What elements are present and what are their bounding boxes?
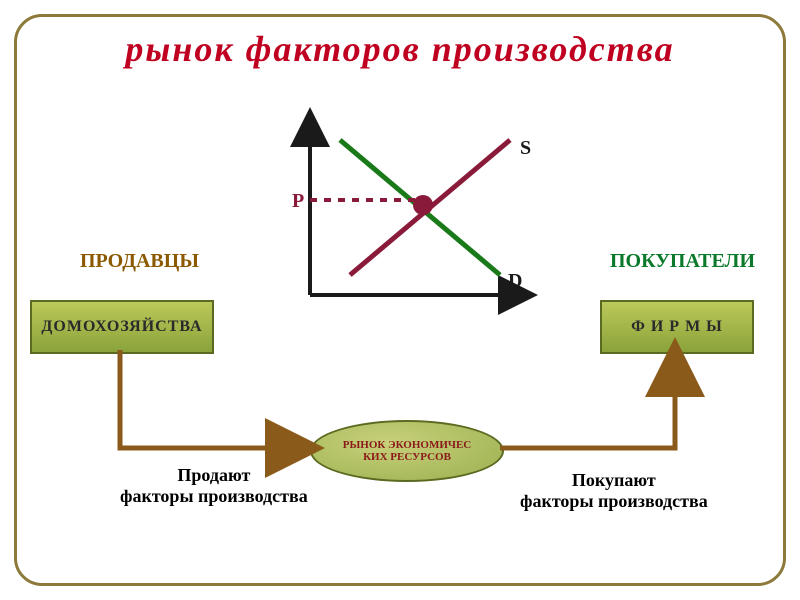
equilibrium-point — [413, 195, 433, 215]
supply-demand-chart — [310, 115, 530, 295]
flow-right — [500, 352, 675, 448]
flow-left — [120, 350, 310, 448]
d-label: D — [508, 270, 522, 293]
s-label: S — [520, 137, 531, 160]
p-label: P — [292, 190, 304, 213]
flow-arrows — [0, 0, 800, 600]
